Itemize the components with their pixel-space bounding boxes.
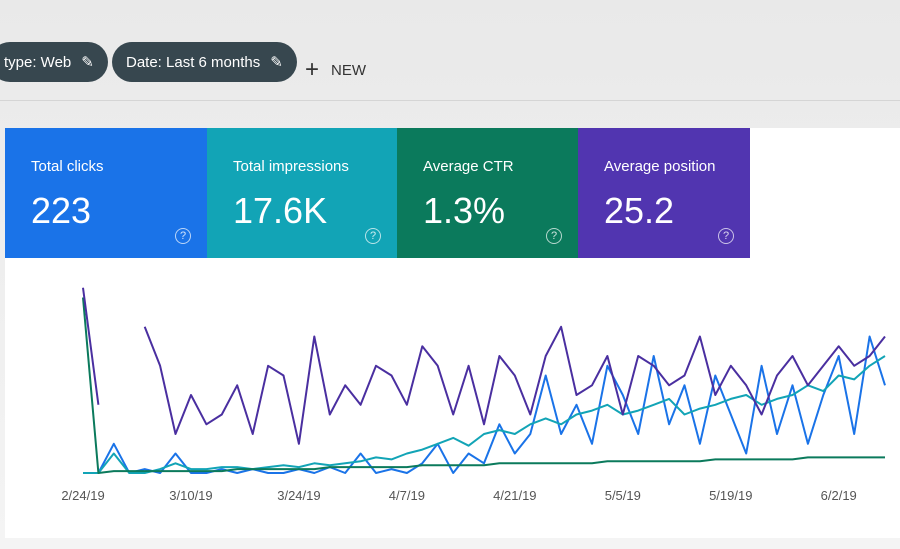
metric-value: 17.6K	[233, 190, 328, 231]
x-tick-label: 5/5/19	[605, 488, 641, 503]
new-label: NEW	[331, 61, 367, 79]
x-tick-label: 4/7/19	[389, 488, 425, 503]
x-tick-label: 3/10/19	[169, 488, 212, 503]
x-tick-label: 6/2/19	[821, 488, 857, 503]
series-line	[83, 355, 886, 474]
edit-icon: ✎	[270, 54, 283, 71]
help-icon[interactable]: ?	[546, 228, 562, 244]
metric-card[interactable]: Average CTR 1.3%?	[397, 128, 578, 258]
edit-icon: ✎	[81, 54, 94, 71]
x-tick-label: 2/24/19	[61, 488, 104, 503]
x-tick-label: 5/19/19	[709, 488, 752, 503]
metric-card[interactable]: Total impressions 17.6K?	[207, 128, 397, 258]
metric-value: 223	[31, 190, 92, 231]
metric-label: Total clicks	[31, 158, 104, 175]
help-icon[interactable]: ?	[175, 228, 191, 244]
x-tick-label: 4/21/19	[493, 488, 536, 503]
x-tick-label: 3/24/19	[277, 488, 320, 503]
metric-label: Average position	[604, 158, 716, 175]
new-button[interactable]: + NEW	[305, 56, 366, 84]
metric-card[interactable]: Average position 25.2?	[578, 128, 750, 258]
filter-chip[interactable]: type: Web ✎	[0, 42, 108, 82]
chip-label: Date: Last 6 months	[126, 53, 261, 71]
divider	[0, 100, 900, 101]
series-line	[82, 297, 885, 474]
performance-panel: Total clicks 223? Total impressions 17.6K? A…	[5, 128, 900, 538]
metric-value: 25.2	[604, 190, 675, 231]
metric-card[interactable]: Total clicks 223?	[5, 128, 207, 258]
chip-label: type: Web	[4, 53, 72, 71]
help-icon[interactable]: ?	[718, 228, 734, 244]
chart: 2/24/19 3/10/19 3/24/19 4/7/19 4/21/19 5/5/19…	[61, 287, 886, 503]
filter-chip[interactable]: Date: Last 6 months ✎	[112, 42, 297, 82]
help-icon[interactable]: ?	[365, 228, 381, 244]
metric-label: Total impressions	[233, 158, 349, 175]
metric-label: Average CTR	[423, 158, 514, 175]
metric-value: 1.3%	[423, 190, 506, 231]
plus-icon: +	[305, 56, 320, 83]
series-line	[82, 287, 886, 445]
